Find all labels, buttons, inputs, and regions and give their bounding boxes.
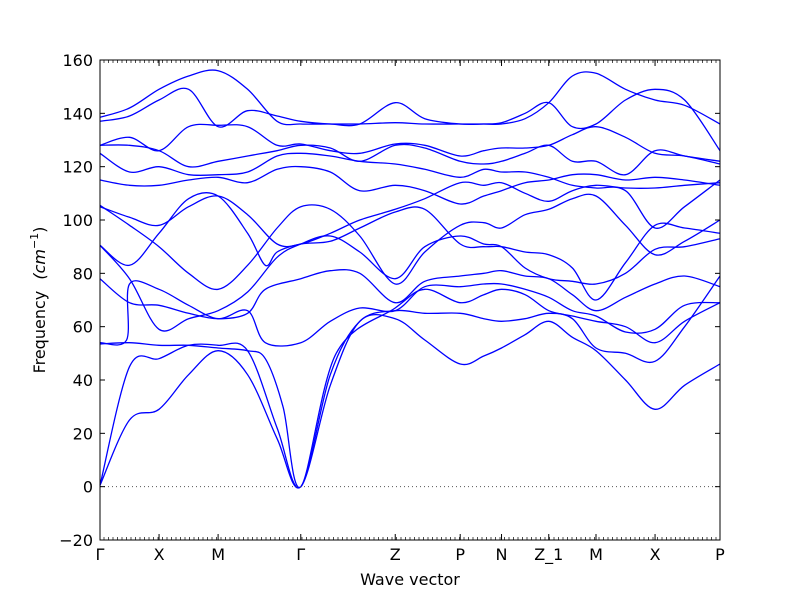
y-axis-unit-close: ) <box>30 227 49 233</box>
y-tick-label: 100 <box>62 211 93 230</box>
plot-frame <box>99 59 721 541</box>
x-tick-label: Z_1 <box>534 545 563 565</box>
x-tick-label: Γ <box>296 545 305 564</box>
x-tick-label: X <box>154 545 165 564</box>
band-line-10 <box>99 165 721 205</box>
y-tick-label: 160 <box>62 51 93 70</box>
band-line-2 <box>99 275 721 489</box>
y-tick-label: 20 <box>73 424 93 443</box>
band-line-12 <box>99 143 721 176</box>
x-tick-label: Z <box>390 545 401 564</box>
band-line-5 <box>99 269 721 320</box>
band-line-3 <box>99 288 721 488</box>
y-tick-label: 120 <box>62 158 93 177</box>
x-axis-ticks: Γ X M Γ Z P N Z_1 M X P <box>96 60 725 565</box>
x-tick-label: M <box>211 545 225 564</box>
band-line-13 <box>99 123 721 165</box>
band-line-1 <box>99 314 721 489</box>
x-tick-label: P <box>715 545 725 564</box>
x-tick-label: N <box>496 545 508 564</box>
band-line-7 <box>99 191 721 301</box>
y-tick-label: 80 <box>73 264 93 283</box>
y-axis-unit: (cm <box>30 249 49 280</box>
y-axis-title: Frequency (cm−1) <box>28 227 49 374</box>
band-line-9 <box>99 181 721 248</box>
y-axis-ticks: −20 0 20 40 60 80 100 120 140 160 <box>59 51 720 550</box>
band-line-8 <box>99 193 721 290</box>
x-tick-label: M <box>589 545 603 564</box>
y-tick-label: 0 <box>83 478 93 497</box>
band-line-14 <box>99 71 721 128</box>
x-axis-minor-ticks <box>103 60 717 540</box>
y-tick-label: −20 <box>59 531 93 550</box>
band-line-15 <box>99 69 721 152</box>
x-tick-label: X <box>650 545 661 564</box>
x-tick-label: P <box>455 545 465 564</box>
x-tick-label: Γ <box>96 545 105 564</box>
band-line-11 <box>99 152 721 229</box>
band-line-6 <box>99 235 721 332</box>
y-axis-unit-exponent: −1 <box>28 233 41 249</box>
y-axis-title-text: Frequency <box>30 291 49 374</box>
band-lines <box>99 69 721 489</box>
y-tick-label: 40 <box>73 371 93 390</box>
x-axis-title: Wave vector <box>360 570 460 589</box>
band-line-4 <box>99 280 721 347</box>
y-tick-label: 140 <box>62 104 93 123</box>
y-tick-label: 60 <box>73 318 93 337</box>
